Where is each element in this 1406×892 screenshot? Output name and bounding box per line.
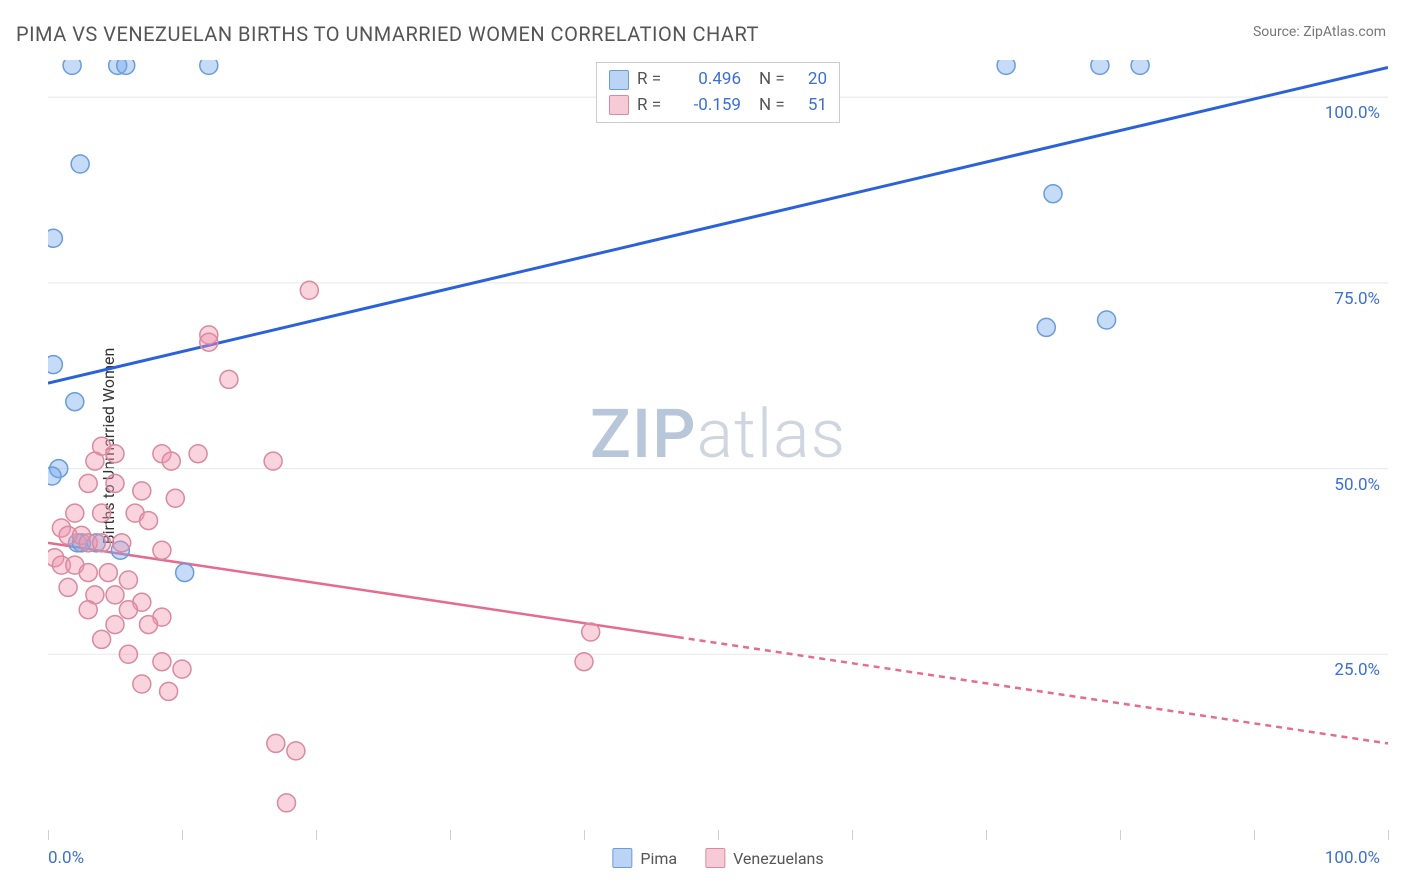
legend-row-venezuelan: R = -0.159 N = 51 <box>609 93 827 119</box>
x-tick <box>986 830 987 840</box>
x-tick <box>316 830 317 840</box>
x-tick <box>1254 830 1255 840</box>
plot-svg <box>48 60 1388 840</box>
correlation-legend: R = 0.496 N = 20 R = -0.159 N = 51 <box>596 62 840 123</box>
x-tick <box>718 830 719 840</box>
x-tick <box>182 830 183 840</box>
legend-item-pima: Pima <box>612 848 677 868</box>
y-tick-label: 25.0% <box>1334 660 1380 680</box>
x-tick <box>1120 830 1121 840</box>
source-label: Source: ZipAtlas.com <box>1253 24 1386 40</box>
x-tick <box>852 830 853 840</box>
x-tick <box>450 830 451 840</box>
x-tick <box>584 830 585 840</box>
x-tick <box>48 830 49 840</box>
x-tick <box>1388 830 1389 840</box>
legend-row-pima: R = 0.496 N = 20 <box>609 67 827 93</box>
swatch-venezuelan-icon <box>609 95 629 115</box>
swatch-pima-icon <box>609 70 629 90</box>
chart-title: PIMA VS VENEZUELAN BIRTHS TO UNMARRIED W… <box>16 22 759 46</box>
x-axis-min-label: 0.0% <box>48 848 84 868</box>
series-legend: Pima Venezuelans <box>612 848 823 868</box>
swatch-pima-icon <box>612 848 632 868</box>
y-tick-label: 50.0% <box>1334 475 1380 495</box>
y-tick-label: 75.0% <box>1334 289 1380 309</box>
x-axis-max-label: 100.0% <box>1325 848 1380 868</box>
plot-area: ZIPatlas R = 0.496 N = 20 R = -0.159 N =… <box>48 60 1388 840</box>
swatch-venezuelan-icon <box>705 848 725 868</box>
legend-item-venezuelan: Venezuelans <box>705 848 824 868</box>
y-tick-label: 100.0% <box>1325 103 1380 123</box>
chart-container: PIMA VS VENEZUELAN BIRTHS TO UNMARRIED W… <box>0 0 1406 892</box>
